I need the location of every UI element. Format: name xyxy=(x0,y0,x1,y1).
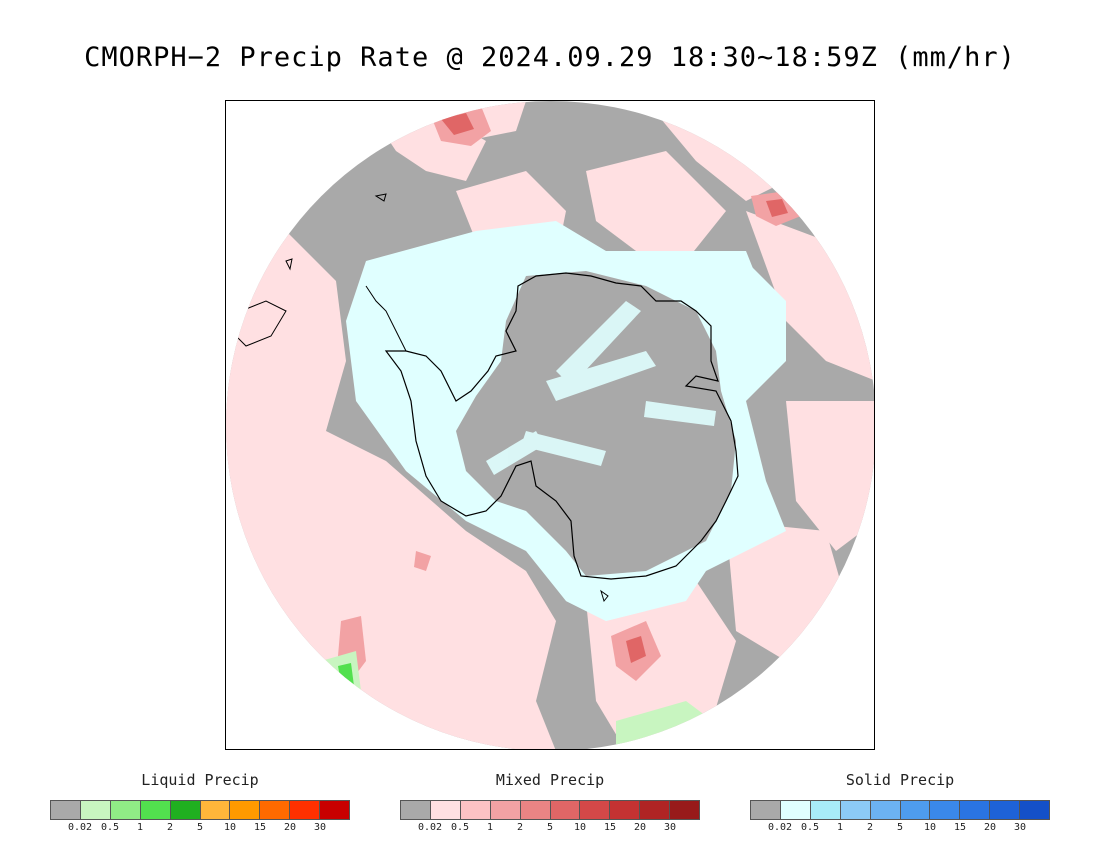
legend-swatch xyxy=(810,801,841,819)
legend-title: Mixed Precip xyxy=(495,771,605,789)
legend-swatch xyxy=(51,801,81,819)
mixed-precip-heavy-regions xyxy=(441,113,788,663)
legend-swatch xyxy=(930,801,961,819)
legend-tick-label: 2 xyxy=(516,822,524,833)
legend-swatch xyxy=(670,801,700,819)
solid-precip-interior-streaks xyxy=(486,301,716,475)
legend-tick-label: 0.02 xyxy=(67,822,93,833)
legend-swatch xyxy=(80,801,111,819)
legend-swatch xyxy=(320,801,350,819)
legend-swatches xyxy=(50,800,350,820)
legend-tick-label: 5 xyxy=(546,822,554,833)
legend-tick-label: 0.5 xyxy=(100,822,120,833)
legend-swatch xyxy=(430,801,461,819)
legend-tick-label: 20 xyxy=(983,822,997,833)
legend-tick-label: 0.02 xyxy=(767,822,793,833)
legend-swatch xyxy=(580,801,611,819)
legend-tick-label: 5 xyxy=(896,822,904,833)
legend-tick-label: 30 xyxy=(313,822,327,833)
legend-swatch xyxy=(230,801,261,819)
legend-swatch xyxy=(520,801,551,819)
legend-tick-label: 15 xyxy=(253,822,267,833)
legend-swatches xyxy=(400,800,700,820)
legend-tick-label: 10 xyxy=(923,822,937,833)
legend-tick-label: 0.5 xyxy=(800,822,820,833)
legend-swatch xyxy=(751,801,781,819)
legend-ticks: 0.02 0.5 1 2 5 10 15 20 30 xyxy=(750,822,1050,836)
legend-swatch xyxy=(260,801,291,819)
legend-swatch xyxy=(870,801,901,819)
continent-interior xyxy=(456,271,736,576)
legend-tick-label: 30 xyxy=(663,822,677,833)
legend-title: Solid Precip xyxy=(845,771,955,789)
legend-swatch xyxy=(960,801,991,819)
map-frame xyxy=(225,100,875,750)
mixed-precip-legend: Mixed Precip 0.02 0.5 1 2 5 10 15 20 30 xyxy=(400,770,700,836)
liquid-precip-legend: Liquid Precip 0.02 0.5 1 2 5 10 15 20 30 xyxy=(50,770,350,836)
legend-tick-label: 5 xyxy=(196,822,204,833)
legend-swatch xyxy=(290,801,321,819)
precip-map xyxy=(226,101,874,749)
legend-tick-label: 15 xyxy=(953,822,967,833)
legend-swatch xyxy=(170,801,201,819)
legend-tick-label: 1 xyxy=(486,822,494,833)
map-title: CMORPH−2 Precip Rate @ 2024.09.29 18:30~… xyxy=(84,42,1016,73)
legend-swatches xyxy=(750,800,1050,820)
solid-precip-legend: Solid Precip 0.02 0.5 1 2 5 10 15 20 30 xyxy=(750,770,1050,836)
legend-tick-label: 20 xyxy=(283,822,297,833)
legend-swatch xyxy=(401,801,431,819)
legend-ticks: 0.02 0.5 1 2 5 10 15 20 30 xyxy=(50,822,350,836)
legend-swatch xyxy=(990,801,1021,819)
legend-tick-label: 20 xyxy=(633,822,647,833)
legend-ticks: 0.02 0.5 1 2 5 10 15 20 30 xyxy=(400,822,700,836)
legend-swatch xyxy=(610,801,641,819)
peninsula-coastline xyxy=(365,285,407,352)
antarctica-coastline xyxy=(384,272,739,580)
legend-swatch xyxy=(200,801,231,819)
legend-tick-label: 15 xyxy=(603,822,617,833)
legend-swatch xyxy=(490,801,521,819)
map-disk xyxy=(226,101,874,749)
legend-tick-label: 1 xyxy=(136,822,144,833)
legend-swatch xyxy=(550,801,581,819)
legend-tick-label: 1 xyxy=(836,822,844,833)
legend-swatch xyxy=(780,801,811,819)
legend-tick-label: 0.5 xyxy=(450,822,470,833)
legend-swatch xyxy=(1020,801,1050,819)
legend-swatch xyxy=(640,801,671,819)
legend-swatch xyxy=(460,801,491,819)
legend-title: Liquid Precip xyxy=(141,771,259,789)
legend-swatch xyxy=(900,801,931,819)
legend-tick-label: 2 xyxy=(166,822,174,833)
legend-tick-label: 10 xyxy=(223,822,237,833)
legend-swatch xyxy=(140,801,171,819)
legend-swatch xyxy=(110,801,141,819)
legend-tick-label: 10 xyxy=(573,822,587,833)
legend-tick-label: 2 xyxy=(866,822,874,833)
legend-swatch xyxy=(840,801,871,819)
legend-tick-label: 0.02 xyxy=(417,822,443,833)
legend-tick-label: 30 xyxy=(1013,822,1027,833)
